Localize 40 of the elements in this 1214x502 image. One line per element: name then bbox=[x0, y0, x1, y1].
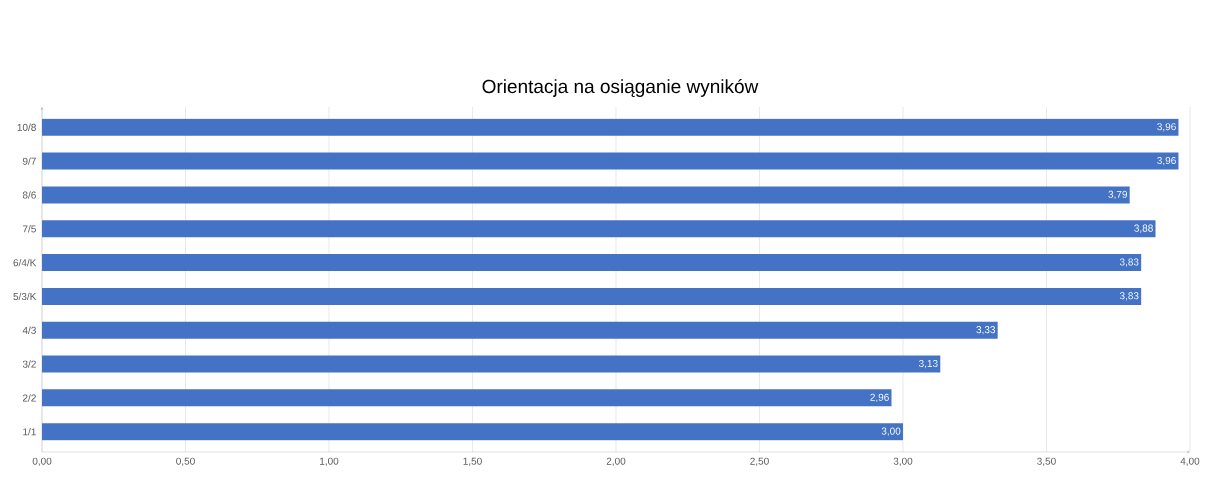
y-tick-label: 9/7 bbox=[22, 157, 36, 165]
x-tick-label: 0,00 bbox=[32, 457, 52, 466]
y-tick-label: 2/2 bbox=[22, 394, 36, 402]
x-tick-label: 4,00 bbox=[1180, 457, 1200, 466]
x-tick-label: 1,00 bbox=[320, 457, 339, 466]
data-label: 3,00 bbox=[881, 427, 901, 436]
bar bbox=[42, 152, 1179, 170]
data-label: 3,96 bbox=[1157, 156, 1176, 166]
bar bbox=[42, 321, 998, 339]
data-label: 3,33 bbox=[976, 326, 996, 335]
x-tick-label: 1,50 bbox=[463, 457, 482, 466]
data-label: 3,13 bbox=[918, 359, 938, 369]
y-tick-label: 10/8 bbox=[17, 123, 36, 131]
x-tick-label: 3,00 bbox=[893, 457, 913, 466]
data-label: 3,79 bbox=[1108, 190, 1128, 200]
bar bbox=[42, 287, 1142, 305]
bar bbox=[42, 254, 1142, 272]
x-tick-label: 2,00 bbox=[606, 457, 626, 466]
bar bbox=[42, 355, 941, 373]
data-label: 2,96 bbox=[870, 393, 889, 402]
chart-title: Orientacja na osiąganie wyników bbox=[482, 79, 759, 97]
y-tick-label: 7/5 bbox=[22, 225, 36, 233]
bar bbox=[42, 423, 903, 441]
data-label: 3,88 bbox=[1134, 224, 1153, 233]
bar bbox=[42, 186, 1130, 204]
bar bbox=[42, 389, 892, 407]
y-tick-label: 5/3/K bbox=[13, 292, 37, 301]
y-tick-label: 4/3 bbox=[22, 326, 36, 334]
y-tick-label: 3/2 bbox=[22, 360, 36, 368]
bar bbox=[42, 118, 1179, 136]
y-tick-label: 6/4/K bbox=[13, 258, 37, 267]
y-tick-label: 1/1 bbox=[23, 428, 36, 436]
data-label: 3,83 bbox=[1119, 258, 1139, 267]
x-tick-label: 0,50 bbox=[176, 457, 195, 466]
data-label: 3,96 bbox=[1157, 123, 1176, 132]
x-tick-label: 2,50 bbox=[750, 457, 769, 466]
y-tick-label: 8/6 bbox=[22, 191, 36, 199]
data-label: 3,83 bbox=[1119, 292, 1139, 301]
bar bbox=[42, 220, 1156, 238]
x-tick-label: 3,50 bbox=[1037, 457, 1056, 466]
